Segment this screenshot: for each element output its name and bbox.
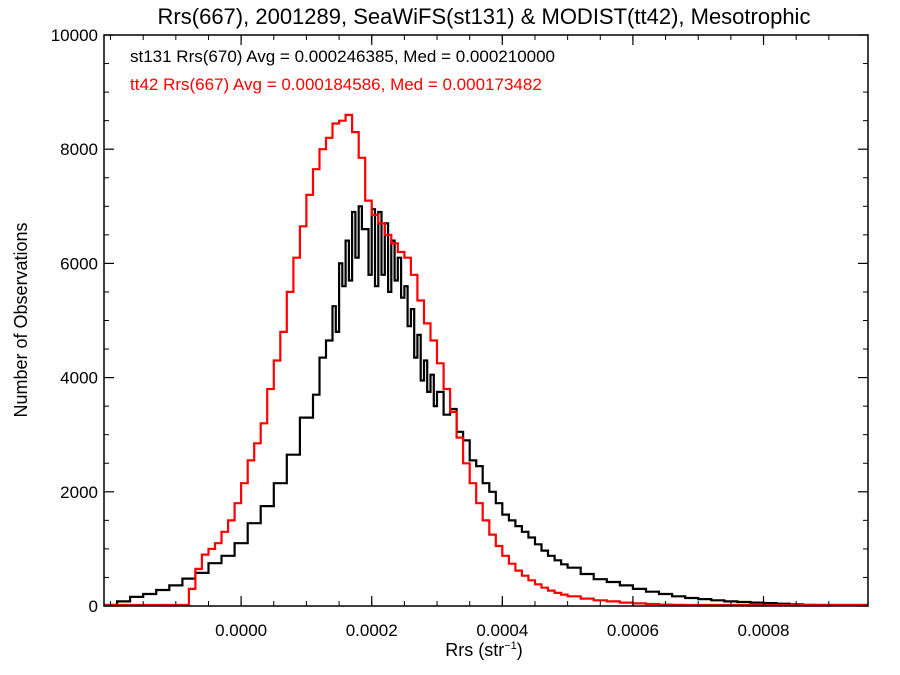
x-tick-label: 0.0008 bbox=[738, 621, 790, 640]
annotation-text: tt42 Rrs(667) Avg = 0.000184586, Med = 0… bbox=[130, 75, 542, 94]
y-tick-label: 6000 bbox=[60, 254, 98, 273]
y-tick-label: 2000 bbox=[60, 483, 98, 502]
series-layer bbox=[104, 113, 868, 607]
annotation-group: st131 Rrs(670) Avg = 0.000246385, Med = … bbox=[130, 47, 555, 94]
x-axis-label: Rrs (str−1) bbox=[445, 640, 523, 660]
y-tick-label: 0 bbox=[89, 597, 98, 616]
x-tick-label: 0.0002 bbox=[346, 621, 398, 640]
chart-title: Rrs(667), 2001289, SeaWiFS(st131) & MODI… bbox=[158, 4, 811, 29]
series-st131-line bbox=[104, 205, 868, 607]
x-axis: 0.0000 0.0002 0.0004 0.0006 0.0008 bbox=[110, 35, 830, 640]
x-axis-label-text: Rrs (str bbox=[445, 640, 504, 660]
y-axis-label: Number of Observations bbox=[11, 222, 31, 417]
x-tick-label: 0.0006 bbox=[607, 621, 659, 640]
y-tick-label: 8000 bbox=[60, 140, 98, 159]
x-axis-label-superscript: −1 bbox=[504, 640, 517, 652]
y-axis: 0 2000 4000 6000 8000 10000 bbox=[51, 26, 868, 616]
series-tt42-line bbox=[104, 113, 868, 607]
y-tick-label: 10000 bbox=[51, 26, 98, 45]
y-tick-label: 4000 bbox=[60, 369, 98, 388]
x-tick-label: 0.0004 bbox=[476, 621, 528, 640]
x-tick-label: 0.0000 bbox=[215, 621, 267, 640]
x-axis-label-close: ) bbox=[517, 640, 523, 660]
annotation-text: st131 Rrs(670) Avg = 0.000246385, Med = … bbox=[130, 47, 555, 66]
